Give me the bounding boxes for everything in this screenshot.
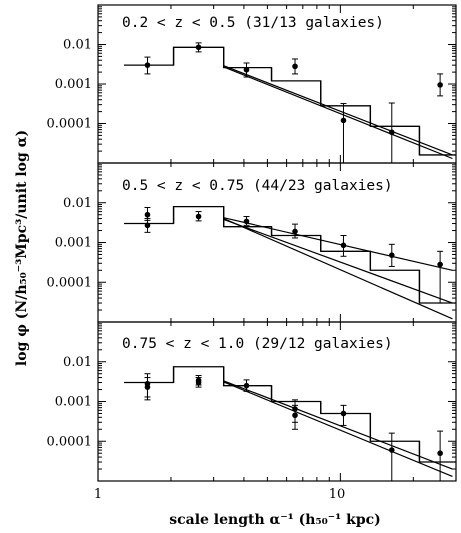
data-point: [437, 450, 443, 457]
fit-line-1-2: [223, 65, 453, 156]
fit-line-3-2: [223, 381, 453, 478]
data-point: [340, 117, 347, 124]
y-tick-label: 0.001: [55, 236, 92, 251]
histogram-2: [123, 205, 456, 304]
histogram-3: [123, 366, 456, 463]
data-point: [195, 213, 202, 220]
axes-layer: [97, 4, 457, 482]
data-point: [388, 252, 395, 258]
data-point: [388, 129, 395, 136]
fit-line-2-2: [223, 218, 453, 304]
y-tick-label: 0.01: [63, 196, 92, 211]
data-point: [195, 44, 202, 51]
data-point: [388, 447, 395, 453]
data-point: [243, 218, 250, 225]
data-point: [292, 412, 298, 419]
panel-title-3: 0.75 < z < 1.0 (29/12 galaxies): [122, 336, 393, 352]
y-tick-label: 0.0001: [47, 117, 93, 132]
panel-title-1: 0.2 < z < 0.5 (31/13 galaxies): [122, 15, 384, 31]
fit-line-2-3: [223, 218, 453, 320]
data-point: [437, 82, 443, 88]
data-point: [144, 384, 151, 390]
data-point: [243, 66, 250, 73]
x-axis-label: scale length α⁻¹ (h₅₀⁻¹ kpc): [169, 512, 381, 528]
data-point: [144, 62, 151, 68]
data-point: [195, 379, 202, 386]
x-tick-label-1: 1: [94, 487, 102, 502]
data-point: [292, 63, 298, 70]
data-point: [437, 261, 443, 268]
histogram-1: [123, 46, 456, 156]
panel-title-2: 0.5 < z < 0.75 (44/23 galaxies): [122, 178, 393, 194]
y-tick-label: 0.001: [55, 395, 92, 410]
fit-line-1-1: [223, 66, 453, 160]
fit-line-2-1: [223, 217, 453, 271]
fit-line-3-1: [223, 380, 453, 470]
y-tick-label: 0.001: [55, 77, 92, 92]
y-tick-label: 0.01: [63, 38, 92, 53]
data-point: [144, 211, 151, 218]
data-point: [243, 382, 250, 389]
y-tick-label: 0.0001: [47, 434, 93, 449]
data-point: [144, 222, 151, 229]
data-point: [292, 228, 298, 235]
data-point: [340, 242, 347, 249]
text-layer: 0.2 < z < 0.5 (31/13 galaxies) 0.5 < z <…: [14, 15, 393, 528]
marks-layer: [123, 42, 456, 482]
x-tick-label-10: 10: [329, 487, 346, 502]
y-tick-label: 0.01: [63, 355, 92, 370]
y-axis-label: log φ (N/h₅₀⁻³Mpc³/unit log α): [14, 130, 30, 366]
y-tick-label: 0.0001: [47, 275, 93, 290]
data-point: [340, 410, 347, 417]
